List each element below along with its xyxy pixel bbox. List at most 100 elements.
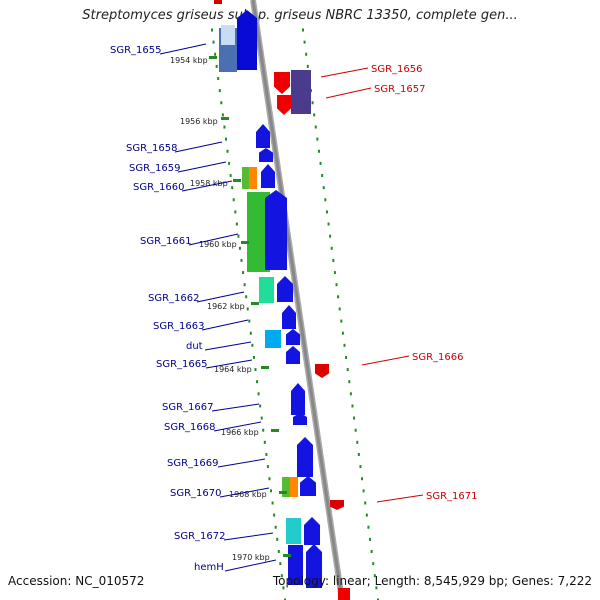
track-dot-outer-left	[245, 295, 248, 299]
gene-arrow-dut	[286, 329, 300, 345]
track-dot-outer-left	[240, 258, 243, 262]
backbone	[250, 0, 345, 600]
gene-label-forward: SGR_1663	[153, 321, 205, 332]
track-dot-outer-left	[215, 64, 218, 68]
track-dot-outer-right	[303, 40, 306, 44]
track-dot-outer-right	[362, 489, 365, 493]
track-dot-outer-left	[254, 368, 257, 372]
track-dot-outer-right	[372, 562, 375, 566]
track-dot-outer-left	[237, 234, 240, 238]
topology-text: Topology: linear; Length: 8,545,929 bp; …	[272, 574, 592, 588]
gene-label-reverse: SGR_1656	[371, 64, 423, 75]
track-dot-outer-left	[262, 428, 265, 432]
gene-arrow-sgr1672	[304, 517, 320, 545]
kbp-tick-label: 1956 kbp	[180, 117, 218, 126]
track-dot-outer-left	[265, 452, 268, 456]
track-dot-outer-right	[314, 125, 317, 129]
track-dot-outer-right	[346, 368, 349, 372]
track-dot-outer-right	[327, 222, 330, 226]
kbp-tick-mark	[271, 429, 279, 432]
track-dot-outer-right	[364, 501, 367, 505]
track-dot-outer-left	[252, 355, 255, 359]
track-dot-outer-right	[302, 28, 304, 32]
gene-arrow-sgr1663	[282, 305, 296, 329]
gene-label-forward: SGR_1660	[133, 182, 185, 193]
gene-arrow-sgr1667b	[293, 413, 307, 425]
track-dot-outer-left	[217, 77, 220, 81]
track-dot-outer-left	[277, 549, 280, 553]
track-dot-outer-left	[251, 343, 254, 347]
track-dot-outer-left	[248, 319, 251, 323]
gene-arrow-sgr1656b	[277, 95, 291, 115]
track-dot-outer-right	[351, 404, 354, 408]
track-dot-outer-right	[357, 452, 360, 456]
track-dot-outer-left	[274, 525, 277, 529]
track-dot-outer-right	[365, 513, 368, 517]
gene-block-sgr1655-b	[221, 25, 235, 45]
kbp-tick-mark	[233, 179, 241, 182]
gene-label-forward: dut	[186, 341, 203, 352]
track-dot-outer-left	[218, 89, 221, 93]
track-dot-outer-right	[335, 283, 338, 287]
kbp-tick-label: 1966 kbp	[221, 428, 259, 437]
gene-label-leader	[376, 494, 424, 503]
gene-block-top-red	[214, 0, 222, 4]
gene-arrow-sgr1659	[259, 148, 273, 162]
track-dot-outer-right	[370, 549, 373, 553]
kbp-tick-label: 1962 kbp	[207, 302, 245, 311]
gene-arrow-sgr1665	[286, 346, 300, 364]
track-dot-outer-right	[341, 331, 344, 335]
track-dot-outer-right	[375, 586, 378, 590]
track-dot-outer-left	[271, 501, 274, 505]
gene-label-leader	[320, 67, 369, 78]
gene-label-leader	[361, 355, 410, 366]
gene-block-sgr1672	[286, 518, 301, 544]
gene-arrow-sgr1662	[277, 276, 293, 302]
track-dot-outer-left	[234, 210, 237, 214]
gene-label-forward: SGR_1667	[162, 402, 214, 413]
gene-label-leader	[159, 43, 207, 55]
track-dot-outer-right	[348, 380, 351, 384]
track-dot-outer-right	[349, 392, 352, 396]
track-dot-outer-left	[224, 137, 227, 141]
track-dot-outer-left	[273, 513, 276, 517]
track-dot-outer-right	[354, 428, 357, 432]
gene-label-leader	[211, 403, 260, 412]
kbp-ticks: 1954 kbp 1956 kbp 1958 kbp 1960 kbp 1962 kbp…	[170, 56, 291, 562]
track-dot-outer-left	[228, 161, 231, 165]
track-dot-outer-left	[229, 174, 232, 178]
kbp-tick-mark	[209, 56, 217, 59]
track-dot-outer-left	[279, 562, 282, 566]
accession-text: Accession: NC_010572	[8, 574, 145, 588]
gene-label-leader	[325, 87, 372, 99]
track-dot-outer-right	[345, 355, 348, 359]
gene-block-sgr1670-o	[290, 477, 298, 497]
track-dot-outer-left	[214, 52, 217, 56]
kbp-tick-label: 1958 kbp	[190, 179, 228, 188]
track-dot-outer-right	[316, 137, 319, 141]
track-dot-outer-right	[359, 465, 362, 469]
kbp-tick-mark	[261, 366, 269, 369]
track-dot-outer-left	[220, 101, 223, 105]
gene-arrow-sgr1670	[300, 476, 316, 496]
kbp-tick-mark	[283, 554, 291, 557]
track-dot-outer-left	[266, 465, 269, 469]
track-dot-outer-right	[353, 416, 356, 420]
track-dot-outer-right	[356, 440, 359, 444]
track-dot-outer-left	[235, 222, 238, 226]
track-dot-outer-right	[324, 198, 327, 202]
gene-label-leader	[188, 233, 239, 246]
track-dot-outer-right	[330, 246, 333, 250]
track-dot-outer-right	[329, 234, 332, 238]
track-dot-outer-right	[338, 307, 341, 311]
gene-arrow-sgr1660	[261, 164, 275, 188]
gene-label-leader	[204, 341, 252, 351]
gene-arrow-sgr1667	[291, 383, 305, 415]
kbp-tick-mark	[251, 302, 259, 305]
track-dot-outer-left	[212, 40, 215, 44]
gene-block-sgr1662	[259, 277, 274, 303]
track-dot-outer-right	[305, 52, 308, 56]
gene-block-hemh	[288, 545, 303, 585]
